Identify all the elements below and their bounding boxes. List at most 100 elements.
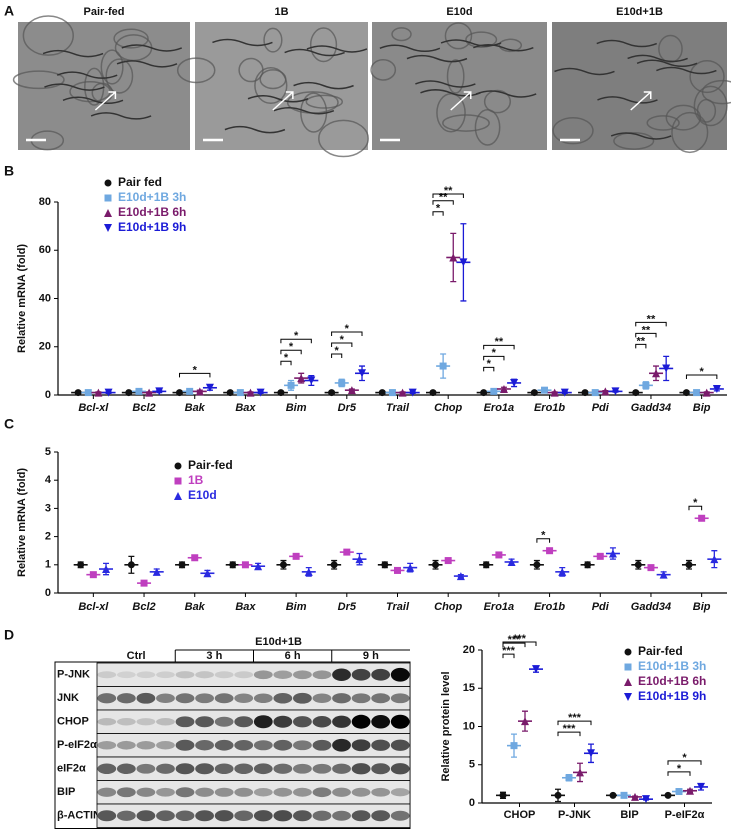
blot-band bbox=[293, 740, 312, 751]
blot-band bbox=[273, 670, 293, 680]
er-membrane bbox=[42, 49, 104, 58]
blot-band bbox=[332, 693, 351, 704]
organelle bbox=[671, 111, 709, 154]
blot-band bbox=[312, 787, 332, 798]
mean-marker bbox=[398, 388, 407, 397]
legend-label: 1B bbox=[188, 473, 204, 487]
significance-label: * bbox=[294, 330, 299, 342]
mean-marker bbox=[277, 389, 285, 397]
significance-bracket bbox=[483, 344, 515, 350]
lane-group: 3 h bbox=[206, 650, 222, 662]
blot-band bbox=[332, 763, 351, 774]
x-tick-label: Bim bbox=[286, 601, 307, 613]
blot-band bbox=[214, 763, 234, 775]
blot-band bbox=[116, 671, 136, 679]
legend-marker bbox=[624, 663, 632, 671]
organelle bbox=[658, 34, 683, 64]
blot-band bbox=[390, 739, 410, 751]
significance-label: * bbox=[289, 341, 294, 353]
er-membrane bbox=[56, 71, 118, 79]
mean-marker bbox=[74, 389, 82, 397]
blot-band bbox=[156, 787, 175, 797]
panel-letter: C bbox=[4, 416, 14, 432]
mean-marker bbox=[330, 561, 338, 569]
y-tick-label: 1 bbox=[45, 559, 51, 571]
significance-bracket bbox=[179, 372, 211, 378]
blot-band bbox=[332, 738, 351, 752]
blot-band bbox=[195, 763, 214, 775]
significance-bracket bbox=[502, 653, 515, 659]
blot-band bbox=[234, 763, 254, 775]
mean-marker bbox=[698, 514, 706, 522]
er-membrane bbox=[554, 67, 615, 76]
blot-band bbox=[175, 787, 195, 798]
mean-marker bbox=[541, 386, 549, 394]
blot-band bbox=[175, 739, 195, 751]
blot-band bbox=[332, 668, 351, 682]
blot-band bbox=[273, 810, 293, 822]
er-membrane bbox=[475, 90, 537, 98]
organelle bbox=[474, 109, 501, 146]
x-tick-label: Pdi bbox=[592, 402, 610, 414]
organelle bbox=[696, 98, 717, 123]
arrow bbox=[94, 91, 117, 111]
x-tick-label: Ero1b bbox=[534, 402, 565, 414]
mean-marker bbox=[432, 561, 440, 569]
mean-marker bbox=[297, 374, 306, 383]
blot-band bbox=[390, 714, 410, 729]
significance-label: *** bbox=[513, 633, 527, 645]
legend-label: E10d bbox=[188, 488, 217, 502]
mean-marker bbox=[254, 562, 263, 571]
mean-marker bbox=[381, 561, 389, 569]
blot-band bbox=[371, 693, 391, 704]
y-axis-label: Relative mRNA (fold) bbox=[16, 244, 28, 353]
organelle bbox=[263, 27, 283, 53]
blot-band bbox=[293, 670, 312, 680]
significance-label: * bbox=[335, 345, 340, 357]
organelle bbox=[444, 22, 473, 50]
blot-band bbox=[136, 740, 156, 750]
significance-bracket bbox=[536, 538, 551, 543]
legend-marker bbox=[624, 648, 632, 656]
er-membrane bbox=[121, 44, 183, 52]
mean-marker bbox=[241, 561, 249, 569]
blot-band bbox=[156, 718, 175, 726]
mean-marker bbox=[591, 389, 599, 397]
legend-label: Pair fed bbox=[118, 175, 162, 189]
er-membrane bbox=[62, 96, 124, 105]
mean-marker bbox=[550, 388, 559, 397]
mean-marker bbox=[596, 552, 604, 560]
mean-marker bbox=[510, 378, 519, 387]
x-tick-label: Bcl-xl bbox=[78, 402, 109, 414]
blot-header: E10d+1B bbox=[255, 636, 302, 648]
significance-label: * bbox=[693, 497, 698, 509]
mean-marker bbox=[127, 561, 135, 569]
mean-marker bbox=[675, 788, 683, 796]
significance-label: * bbox=[340, 334, 345, 346]
significance-label: *** bbox=[568, 712, 582, 724]
x-tick-label: Bcl-xl bbox=[78, 601, 109, 613]
legend-marker bbox=[624, 678, 632, 686]
organelle bbox=[318, 119, 369, 158]
blot-band bbox=[371, 739, 391, 751]
organelle bbox=[693, 85, 728, 127]
blot-row-label: eIF2α bbox=[57, 763, 86, 775]
significance-bracket bbox=[688, 505, 703, 511]
x-tick-label: Chop bbox=[434, 402, 462, 414]
blot-band bbox=[351, 668, 371, 681]
mean-marker bbox=[378, 389, 386, 397]
er-membrane bbox=[610, 132, 672, 140]
blot-band bbox=[351, 714, 371, 729]
mean-marker bbox=[246, 388, 255, 397]
y-tick-label: 0 bbox=[45, 389, 51, 401]
y-tick-label: 20 bbox=[463, 644, 475, 656]
mean-marker bbox=[682, 389, 690, 397]
significance-bracket bbox=[557, 731, 581, 737]
mean-marker bbox=[104, 388, 113, 397]
mean-marker bbox=[532, 665, 540, 674]
mean-marker bbox=[581, 389, 589, 397]
y-tick-label: 5 bbox=[469, 759, 475, 771]
significance-label: * bbox=[700, 366, 705, 378]
blot-band bbox=[371, 668, 391, 681]
significance-label: * bbox=[345, 323, 350, 335]
